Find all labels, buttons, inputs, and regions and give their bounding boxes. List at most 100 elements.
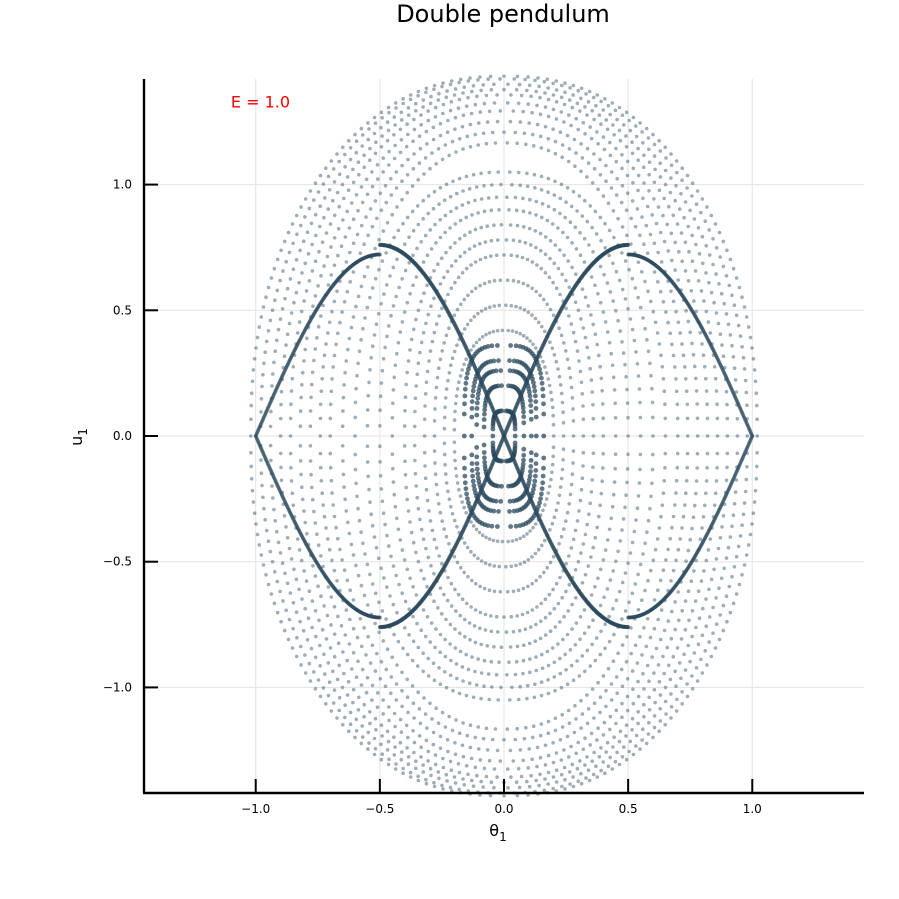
scatter-point xyxy=(581,326,586,330)
scatter-point xyxy=(543,615,548,620)
scatter-point xyxy=(387,544,391,548)
scatter-point xyxy=(642,242,646,246)
scatter-point xyxy=(448,622,453,627)
scatter-point xyxy=(474,454,480,460)
scatter-point xyxy=(469,111,474,116)
scatter-point xyxy=(487,280,492,284)
scatter-point xyxy=(326,585,331,589)
scatter-point xyxy=(530,313,534,317)
scatter-point xyxy=(599,629,603,634)
scatter-point xyxy=(680,690,684,694)
scatter-point xyxy=(543,633,548,637)
scatter-point xyxy=(457,731,462,735)
scatter-point xyxy=(416,93,420,98)
scatter-point xyxy=(558,383,563,387)
scatter-point xyxy=(431,730,436,735)
scatter-point xyxy=(643,326,647,331)
scatter-point xyxy=(538,134,543,139)
scatter-point xyxy=(449,658,453,663)
scatter-point xyxy=(365,460,370,464)
scatter-point xyxy=(512,440,518,446)
scatter-point xyxy=(394,573,399,578)
scatter-point xyxy=(545,218,550,223)
scatter-point xyxy=(720,525,724,529)
scatter-point xyxy=(674,684,678,688)
scatter-point xyxy=(598,652,603,657)
scatter-point xyxy=(561,447,566,452)
scatter-point xyxy=(390,655,395,660)
scatter-point xyxy=(482,658,487,663)
scatter-point xyxy=(658,149,663,153)
scatter-point xyxy=(444,534,449,539)
scatter-point xyxy=(474,527,479,532)
scatter-point xyxy=(553,728,558,733)
scatter-point xyxy=(573,704,577,708)
scatter-point xyxy=(704,271,708,275)
scatter-point xyxy=(297,320,302,324)
scatter-point xyxy=(434,482,439,487)
scatter-point xyxy=(453,752,458,757)
scatter-point xyxy=(462,297,467,302)
scatter-point xyxy=(565,632,570,637)
scatter-point xyxy=(609,170,614,174)
scatter-point xyxy=(416,690,421,694)
scatter-point xyxy=(449,286,454,291)
scatter-point xyxy=(714,311,719,315)
scatter-point xyxy=(513,737,518,742)
scatter-point xyxy=(518,183,522,188)
scatter-point xyxy=(688,659,692,664)
scatter-point xyxy=(418,517,422,522)
scatter-point xyxy=(497,208,501,212)
scatter-point xyxy=(620,225,625,229)
scatter-point xyxy=(583,736,587,740)
scatter-point xyxy=(536,320,541,325)
scatter-point xyxy=(667,204,671,209)
scatter-point xyxy=(415,495,420,500)
scatter-point xyxy=(400,179,404,183)
scatter-point xyxy=(683,503,687,507)
scatter-point xyxy=(707,640,711,644)
scatter-point xyxy=(651,452,655,457)
scatter-point xyxy=(328,222,333,226)
scatter-point xyxy=(627,600,631,605)
scatter-point xyxy=(391,401,395,406)
scatter-point xyxy=(668,536,672,541)
scatter-point xyxy=(518,306,523,310)
scatter-point xyxy=(525,779,529,784)
scatter-point xyxy=(497,303,502,308)
scatter-point xyxy=(521,333,526,338)
scatter-point xyxy=(518,562,523,566)
scatter-point xyxy=(549,390,553,395)
scatter-point xyxy=(385,585,389,589)
scatter-point xyxy=(534,655,538,659)
scatter-point xyxy=(451,688,455,693)
scatter-point xyxy=(375,163,380,167)
scatter-point xyxy=(438,357,443,362)
scatter-point xyxy=(482,407,488,413)
scatter-point xyxy=(539,375,544,381)
scatter-point xyxy=(430,151,434,155)
scatter-point xyxy=(479,309,484,313)
scatter-point xyxy=(661,568,666,572)
scatter-point xyxy=(474,445,480,450)
scatter-point xyxy=(495,343,500,348)
scatter-point xyxy=(275,529,279,534)
scatter-point xyxy=(457,137,462,141)
scatter-point xyxy=(525,336,529,340)
scatter-point xyxy=(282,239,287,244)
scatter-point xyxy=(478,242,482,246)
scatter-point xyxy=(516,101,521,106)
scatter-point xyxy=(734,592,739,596)
scatter-point xyxy=(720,343,724,347)
scatter-point xyxy=(448,108,453,113)
scatter-point xyxy=(696,279,701,283)
scatter-point xyxy=(560,83,564,88)
scatter-point xyxy=(472,244,477,248)
scatter-point xyxy=(631,701,636,706)
scatter-point xyxy=(449,79,454,83)
scatter-point xyxy=(410,658,415,663)
scatter-point xyxy=(717,586,721,590)
scatter-point xyxy=(675,170,679,175)
scatter-point xyxy=(335,579,339,583)
scatter-point xyxy=(405,695,410,699)
